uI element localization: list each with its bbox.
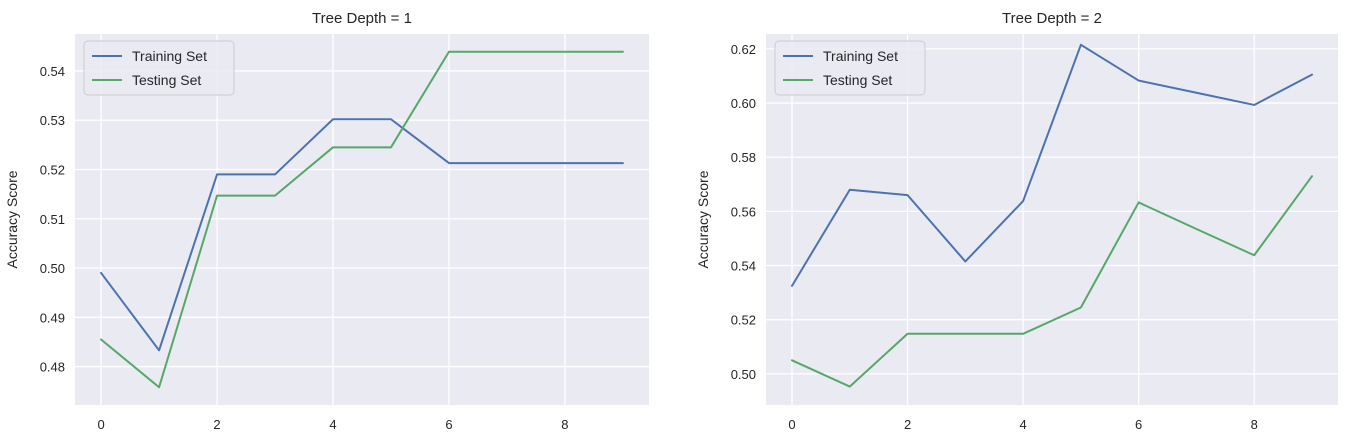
y-tick-label: 0.52 [40,162,65,177]
legend-label-training-set: Training Set [132,48,207,64]
data-point-training-set [506,162,508,164]
legend-label-testing-set: Testing Set [823,72,892,88]
x-tick-label: 2 [213,417,220,432]
data-point-testing-set [274,195,276,197]
chart-title: Tree Depth = 2 [1002,10,1102,27]
data-point-training-set [216,173,218,175]
data-point-training-set [100,272,102,274]
chart-panel-2: 0 2 4 6 8 0.50 0.52 0.54 0.56 0.58 0.60 0.62 Tree De… [695,10,1338,432]
x-tick-label: 8 [1251,417,1258,432]
x-tick-label: 4 [329,417,336,432]
plot-background [75,34,649,405]
series-line-testing-set [100,50,624,389]
x-tick-label: 2 [904,417,911,432]
y-tick-label: 0.52 [731,313,756,328]
data-point-testing-set [332,146,334,148]
y-tick-label: 0.54 [40,64,65,79]
data-point-testing-set [622,51,624,53]
data-point-testing-set [849,386,851,388]
data-point-testing-set [907,333,909,335]
y-tick-label: 0.51 [40,212,65,227]
y-axis-label: Accuracy Score [4,170,20,268]
y-tick-label: 0.53 [40,113,65,128]
y-tick-label: 0.58 [731,150,756,165]
legend-box [774,40,926,96]
y-tick-label: 0.62 [731,42,756,57]
series-line-training-set [100,118,624,352]
data-point-testing-set [100,338,102,340]
y-tick-label: 0.50 [40,261,65,276]
data-point-testing-set [1080,307,1082,309]
data-point-training-set [158,349,160,351]
data-point-training-set [448,162,450,164]
x-tick-label: 4 [1019,417,1026,432]
data-point-training-set [1080,44,1082,46]
x-tick-label: 6 [445,417,452,432]
data-point-testing-set [1138,201,1140,203]
data-point-training-set [564,162,566,164]
legend-label-testing-set: Testing Set [132,72,201,88]
x-tick-label: 6 [1135,417,1142,432]
data-point-testing-set [1311,175,1313,177]
series-line-training-set [791,43,1313,287]
data-point-training-set [1311,74,1313,76]
legend: Training Set Testing Set [83,40,235,96]
data-point-testing-set [791,359,793,361]
legend: Training Set Testing Set [774,40,926,96]
data-point-testing-set [216,195,218,197]
data-point-testing-set [506,51,508,53]
data-point-training-set [1253,104,1255,106]
chart-title: Tree Depth = 1 [312,10,412,27]
data-point-training-set [907,194,909,196]
data-point-training-set [1195,92,1197,94]
y-tick-label: 0.49 [40,310,65,325]
y-tick-label: 0.60 [731,96,756,111]
data-point-training-set [849,189,851,191]
x-tick-label: 0 [788,417,795,432]
data-point-testing-set [564,51,566,53]
chart-panel-1: 0 2 4 6 8 0.48 0.49 0.50 0.51 0.52 0.53 0.54 Tree De… [4,10,649,432]
x-tick-label: 0 [97,417,104,432]
data-point-testing-set [158,386,160,388]
data-point-training-set [622,162,624,164]
series-line-testing-set [791,175,1313,388]
data-point-testing-set [1022,333,1024,335]
data-point-training-set [791,285,793,287]
y-axis-label: Accuracy Score [695,170,711,268]
data-point-testing-set [964,333,966,335]
data-point-testing-set [1195,228,1197,230]
legend-box [83,40,235,96]
y-tick-label: 0.54 [731,259,756,274]
data-point-training-set [1138,80,1140,82]
data-point-training-set [332,118,334,120]
y-tick-label: 0.48 [40,360,65,375]
data-point-testing-set [1253,254,1255,256]
y-tick-label: 0.50 [731,367,756,382]
data-point-testing-set [390,146,392,148]
legend-label-training-set: Training Set [823,48,898,64]
data-point-training-set [1022,200,1024,202]
y-tick-label: 0.56 [731,204,756,219]
data-point-training-set [274,173,276,175]
data-point-testing-set [448,51,450,53]
data-point-training-set [964,260,966,262]
plot-background [766,34,1338,405]
data-point-training-set [390,118,392,120]
x-tick-label: 8 [561,417,568,432]
